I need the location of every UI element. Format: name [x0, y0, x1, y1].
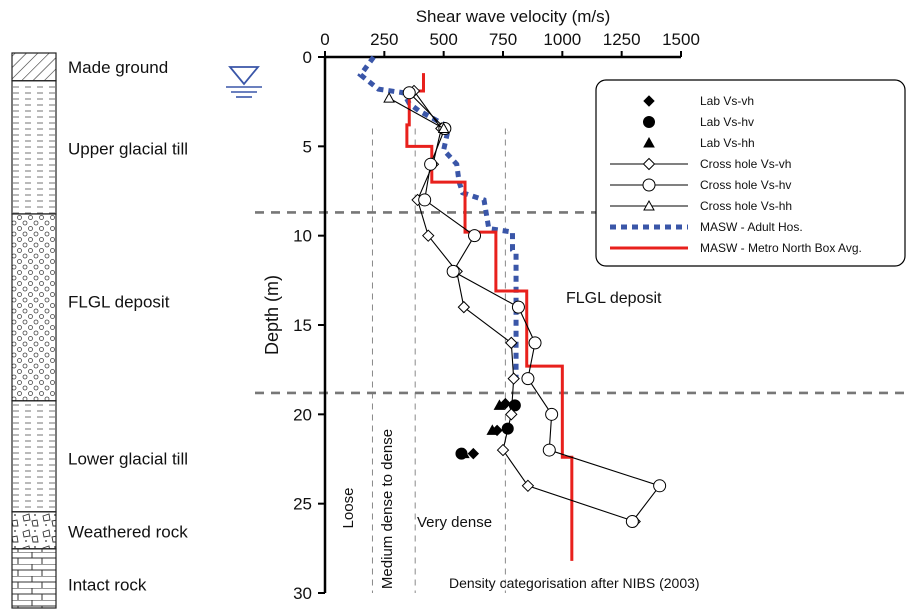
y-tick-label: 5 — [303, 137, 312, 156]
x-tick-label: 250 — [370, 30, 398, 49]
y-tick-label: 15 — [293, 316, 312, 335]
data-point — [468, 229, 482, 243]
legend-item: Lab Vs-hh — [643, 136, 755, 150]
stratum-label: Lower glacial till — [68, 449, 188, 468]
legend-label: Cross hole Vs-hv — [700, 178, 791, 192]
legend-marker — [643, 199, 655, 211]
stratum-label: Upper glacial till — [68, 139, 188, 158]
legend-item: Cross hole Vs-hh — [610, 199, 792, 213]
legend-label: Lab Vs-hh — [700, 136, 755, 150]
water-table-triangle — [228, 66, 260, 86]
data-point — [521, 372, 535, 386]
stratum-dashes — [11, 80, 57, 215]
data-point — [505, 336, 518, 350]
legend-item: Lab Vs-vh — [643, 94, 754, 108]
stratum-dashes — [11, 400, 57, 513]
y-tick-label: 20 — [293, 405, 312, 424]
y-tick-label: 25 — [293, 495, 312, 514]
data-point — [486, 424, 499, 435]
legend-label: Cross hole Vs-vh — [700, 157, 791, 171]
series-cross-hole-vs-hv — [402, 86, 667, 529]
x-tick-label: 1500 — [662, 30, 700, 49]
data-point — [528, 336, 542, 350]
data-point — [625, 515, 639, 529]
legend-item: Cross hole Vs-hv — [610, 178, 791, 192]
series-line — [357, 55, 519, 379]
data-point — [446, 264, 460, 278]
series-line — [388, 97, 444, 129]
x-tick-label: 1000 — [543, 30, 581, 49]
annotation-loose: Loose — [340, 488, 357, 529]
x-tick-label: 750 — [489, 30, 517, 49]
data-point — [467, 447, 480, 460]
legend-label: MASW - Adult Hos. — [700, 220, 803, 234]
data-point — [653, 479, 667, 493]
legend-marker — [643, 136, 655, 148]
stratum-circles — [11, 213, 57, 402]
series-cross-hole-vs-hh — [383, 92, 450, 133]
data-point — [402, 86, 416, 100]
data-point — [542, 443, 556, 457]
data-point — [418, 193, 432, 207]
x-tick-label: 1250 — [603, 30, 641, 49]
legend-label: Lab Vs-vh — [700, 94, 754, 108]
legend-label: Lab Vs-hv — [700, 115, 754, 129]
legend-marker — [643, 116, 655, 128]
series-masw-metro-north-box-avg — [405, 73, 574, 561]
y-tick-label: 30 — [293, 584, 312, 603]
data-point — [424, 157, 438, 171]
series-line — [405, 73, 574, 561]
stratum-brick — [11, 548, 57, 609]
annotation-flgl-deposit: FLGL deposit — [566, 290, 662, 307]
stratum-label: Made ground — [68, 58, 168, 77]
legend-item: Cross hole Vs-vh — [610, 157, 791, 171]
legend-label: Cross hole Vs-hh — [700, 199, 792, 213]
data-point — [493, 399, 506, 410]
data-point — [505, 408, 518, 421]
x-tick-label: 500 — [429, 30, 457, 49]
x-tick-label: 0 — [320, 30, 329, 49]
x-axis-label: Shear wave velocity (m/s) — [416, 7, 611, 26]
legend-box — [595, 79, 906, 267]
soil-column: Made ground Upper glacial till FLGL deposi… — [11, 52, 188, 609]
annotation-very-dense: Very dense — [417, 514, 492, 531]
data-point — [383, 92, 395, 103]
data-point — [422, 229, 435, 242]
reference-lines — [255, 128, 905, 593]
data-point — [507, 372, 520, 385]
stratum-label: FLGL deposit — [68, 292, 170, 311]
data-point — [545, 407, 559, 421]
legend-item: Lab Vs-hv — [643, 115, 754, 129]
annotation-density-source: Density categorisation after NIBS (2003) — [449, 575, 700, 591]
data-point — [437, 122, 450, 133]
legend-marker — [643, 95, 655, 107]
data-point — [521, 479, 535, 493]
series-lab-vs-hh — [457, 399, 506, 459]
data-point — [511, 300, 525, 314]
stratum-hatch — [11, 52, 57, 82]
chart-axes: 0 250 500 750 1000 1250 1500 0 5 10 15 20 25 30 Shear … — [262, 7, 700, 603]
y-tick-label: 10 — [293, 227, 312, 246]
water-table-icon — [226, 66, 262, 98]
data-point — [496, 443, 510, 457]
chart-annotations: Loose Medium dense to dense Very dense FLGL… — [340, 290, 700, 591]
data-point — [457, 300, 471, 314]
data-point — [457, 447, 470, 459]
legend-item: MASW - Adult Hos. — [610, 220, 803, 234]
y-axis-label: Depth (m) — [262, 275, 282, 355]
stratum-label: Intact rock — [68, 575, 147, 594]
chart-legend: Lab Vs-vh Lab Vs-hv Lab Vs-hh Cross hole Vs… — [595, 79, 906, 267]
legend-marker — [642, 178, 656, 192]
annotation-medium-dense: Medium dense to dense — [379, 429, 396, 589]
legend-marker — [642, 157, 656, 171]
legend-item: MASW - Metro North Box Avg. — [610, 241, 862, 255]
stratum-label: Weathered rock — [68, 522, 188, 541]
stratum-rubble — [11, 511, 57, 550]
data-series — [357, 55, 667, 561]
series-masw-adult-hos — [357, 55, 519, 379]
legend-label: MASW - Metro North Box Avg. — [700, 241, 862, 255]
y-tick-label: 0 — [303, 48, 312, 67]
